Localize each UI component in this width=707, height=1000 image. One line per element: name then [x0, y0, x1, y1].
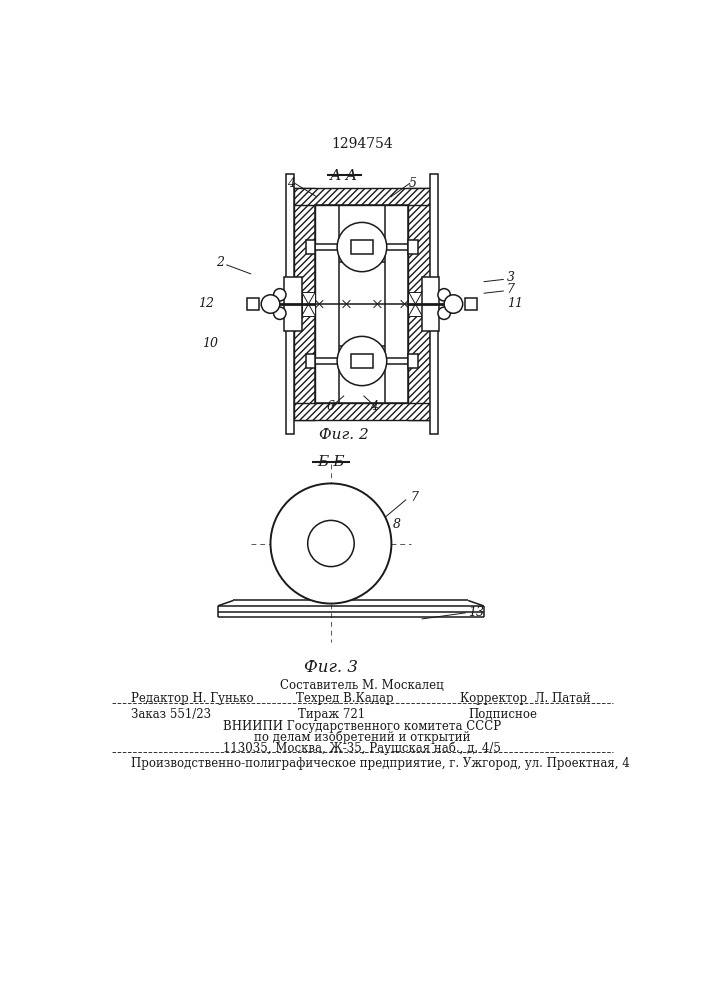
Text: Редактор Н. Гунько: Редактор Н. Гунько — [131, 692, 254, 705]
Bar — [409, 354, 418, 368]
Text: 10: 10 — [203, 337, 218, 350]
Circle shape — [308, 520, 354, 567]
Text: 4: 4 — [288, 177, 296, 190]
Text: 4: 4 — [370, 400, 378, 413]
Circle shape — [444, 295, 462, 313]
Text: Заказ 551/23: Заказ 551/23 — [131, 708, 211, 721]
Text: Подписное: Подписное — [468, 708, 537, 721]
Bar — [286, 174, 293, 434]
Circle shape — [274, 307, 286, 319]
Text: 3: 3 — [507, 271, 515, 284]
Text: 12: 12 — [198, 297, 214, 310]
Bar — [293, 188, 315, 420]
Bar — [315, 205, 409, 403]
Text: 7: 7 — [507, 283, 515, 296]
Circle shape — [261, 295, 280, 313]
Bar — [315, 244, 409, 250]
Bar — [301, 292, 315, 316]
Bar — [306, 240, 315, 254]
Text: 13: 13 — [468, 606, 484, 619]
Text: 2: 2 — [216, 256, 224, 269]
Bar — [409, 292, 422, 316]
Text: 1294754: 1294754 — [331, 137, 393, 151]
Circle shape — [337, 222, 387, 272]
Text: Составитель М. Москалец: Составитель М. Москалец — [280, 679, 444, 692]
Text: Корректор  Л. Патай: Корректор Л. Патай — [460, 692, 591, 705]
Bar — [293, 403, 430, 420]
Circle shape — [271, 483, 392, 604]
Text: 8: 8 — [393, 518, 401, 531]
Circle shape — [337, 336, 387, 386]
Text: 113035, Москва, Ж-35, Раушская наб., д. 4/5: 113035, Москва, Ж-35, Раушская наб., д. … — [223, 741, 501, 755]
Bar — [315, 358, 409, 364]
Text: 6: 6 — [326, 400, 334, 413]
Bar — [465, 298, 477, 310]
Bar — [422, 277, 440, 331]
Circle shape — [438, 307, 450, 319]
Text: Фиг. 3: Фиг. 3 — [304, 659, 358, 676]
Bar — [293, 188, 430, 205]
Bar — [351, 240, 373, 254]
Bar — [306, 354, 315, 368]
Text: ВНИИПИ Государственного комитета СССР: ВНИИПИ Государственного комитета СССР — [223, 720, 501, 733]
Bar — [247, 298, 259, 310]
Bar — [430, 174, 438, 434]
Text: Техред В.Кадар: Техред В.Кадар — [296, 692, 394, 705]
Bar — [351, 354, 373, 368]
Text: 11: 11 — [507, 297, 523, 310]
Bar — [409, 188, 430, 420]
Text: Тираж 721: Тираж 721 — [298, 708, 365, 721]
Bar — [284, 277, 301, 331]
Text: Б-Б: Б-Б — [317, 455, 345, 469]
Bar — [409, 240, 418, 254]
Text: 7: 7 — [410, 491, 418, 504]
Text: по делам изобретений и открытий: по делам изобретений и открытий — [254, 731, 470, 744]
Text: Производственно-полиграфическое предприятие, г. Ужгород, ул. Проектная, 4: Производственно-полиграфическое предприя… — [131, 757, 630, 770]
Text: Фиг. 2: Фиг. 2 — [320, 428, 369, 442]
Text: 5: 5 — [409, 177, 416, 190]
Circle shape — [274, 289, 286, 301]
Text: А-А: А-А — [330, 169, 358, 183]
Circle shape — [438, 289, 450, 301]
